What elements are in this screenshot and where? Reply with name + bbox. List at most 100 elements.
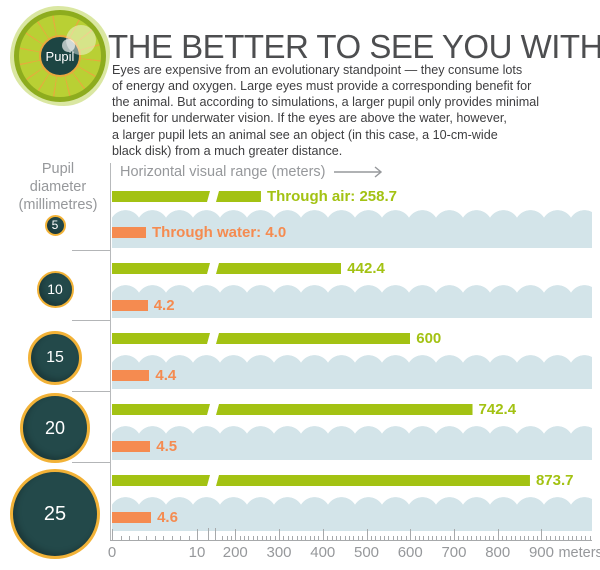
- air-bar: [112, 475, 210, 486]
- axis-tick: [554, 536, 556, 540]
- row-divider: [72, 250, 110, 251]
- pupil-eye-icon: Pupil: [10, 6, 110, 106]
- pupil-size-circle: 20: [20, 393, 90, 463]
- axis-tick: [314, 536, 315, 540]
- category-axis-label: Pupil diameter (millimetres): [18, 161, 98, 213]
- air-bar-after-break: [216, 191, 261, 202]
- air-bar: [112, 333, 210, 344]
- air-value-label: 873.7: [535, 472, 574, 489]
- axis-tick: [558, 536, 560, 540]
- water-band: [112, 426, 592, 460]
- axis-tick: [576, 536, 578, 540]
- axis-tick: [423, 536, 425, 540]
- water-bar: [112, 300, 148, 311]
- axis-tick: [471, 536, 473, 540]
- axis-tick: [137, 536, 139, 540]
- air-value-label: Through air: 258.7: [266, 188, 397, 205]
- axis-tick: [279, 529, 281, 540]
- page-title: THE BETTER TO SEE YOU WITH: [108, 28, 600, 66]
- axis-tick: [475, 536, 477, 540]
- axis-tick: [488, 536, 490, 540]
- row-divider: [72, 320, 110, 321]
- air-bar-after-break: [216, 475, 530, 486]
- water-bar: [112, 512, 152, 523]
- axis-tick: [445, 536, 447, 540]
- axis-tick-label: 500: [353, 544, 380, 561]
- axis-tick: [335, 536, 337, 540]
- axis-tick: [567, 536, 569, 540]
- axis-tick: [318, 536, 320, 540]
- value-axis-label: Horizontal visual range (meters): [120, 164, 326, 180]
- axis-tick: [585, 536, 587, 540]
- axis-tick: [383, 536, 385, 540]
- axis-tick: [580, 536, 582, 540]
- axis-tick: [357, 536, 359, 540]
- water-value-label: 4.5: [156, 438, 178, 455]
- axis-tick: [353, 536, 355, 540]
- axis-tick: [449, 536, 451, 540]
- pupil-size-circle: 15: [28, 331, 82, 385]
- axis-tick: [163, 536, 164, 540]
- water-band: [112, 210, 592, 248]
- eye-pupil-label: Pupil: [45, 48, 75, 64]
- axis-tick: [366, 529, 368, 540]
- axis-tick: [510, 536, 512, 540]
- axis-tick: [458, 536, 460, 540]
- axis-tick: [261, 536, 263, 540]
- row-divider: [72, 462, 110, 463]
- axis-break-mark: [215, 528, 216, 540]
- axis-tick: [331, 536, 333, 540]
- air-bar: [112, 263, 210, 274]
- axis-tick: [572, 536, 574, 540]
- axis-tick: [129, 536, 130, 540]
- axis-tick: [493, 536, 495, 540]
- axis-tick: [222, 536, 224, 540]
- axis-tick: [112, 529, 113, 540]
- axis-tick: [537, 536, 539, 540]
- axis-tick: [563, 536, 565, 540]
- axis-tick: [388, 536, 390, 540]
- axis-tick: [401, 536, 403, 540]
- axis-tick: [230, 536, 232, 540]
- axis-tick-label: 700: [441, 544, 467, 561]
- water-bar: [112, 370, 150, 381]
- axis-tick-label: 400: [310, 544, 336, 561]
- axis-spine: [110, 163, 111, 540]
- axis-tick-label: 800: [485, 544, 511, 561]
- axis-tick: [379, 536, 381, 540]
- axis-tick-label: 600: [397, 544, 423, 561]
- row-divider: [72, 391, 110, 392]
- air-bar-after-break: [216, 263, 342, 274]
- eye-highlight-small: [62, 39, 75, 52]
- water-value-label: 4.6: [157, 509, 178, 526]
- axis-tick: [523, 536, 525, 540]
- axis-tick: [296, 536, 298, 540]
- axis-tick: [362, 536, 364, 540]
- water-value-label: 4.2: [153, 297, 175, 314]
- axis-tick: [427, 536, 429, 540]
- axis-tick: [340, 536, 342, 540]
- axis-tick: [226, 536, 228, 540]
- eye-iris: [19, 15, 101, 97]
- axis-tick: [248, 536, 250, 540]
- axis-tick: [146, 536, 147, 540]
- axis-tick: [180, 536, 181, 540]
- axis-tick: [257, 536, 259, 540]
- axis-tick: [120, 536, 122, 540]
- axis-tick-label: 900: [528, 544, 554, 561]
- axis-break-mark: [208, 528, 209, 540]
- axis-tick: [274, 536, 276, 540]
- axis-tick: [327, 536, 329, 540]
- axis-tick: [502, 536, 504, 540]
- axis-tick-label: 10: [188, 544, 206, 561]
- axis-tick: [188, 536, 190, 540]
- axis-tick: [239, 536, 241, 540]
- intro-paragraph: Eyes are expensive from an evolutionary …: [112, 62, 539, 159]
- axis-tick: [462, 536, 464, 540]
- axis-baseline: [110, 540, 592, 541]
- water-bar: [112, 227, 146, 238]
- axis-tick: [432, 536, 434, 540]
- axis-tick: [541, 529, 543, 540]
- axis-tick: [480, 536, 482, 540]
